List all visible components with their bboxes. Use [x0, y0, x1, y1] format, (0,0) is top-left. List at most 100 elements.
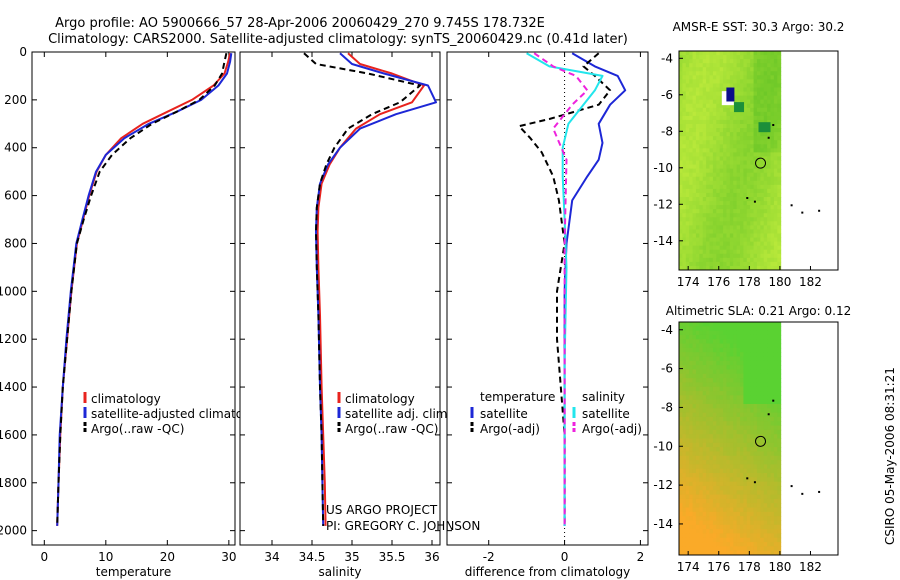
- sst-island-marker: [746, 197, 749, 199]
- sla-heatmap-cell: [743, 403, 748, 409]
- sst-heatmap-cell: [692, 156, 697, 161]
- sla-heatmap-cell: [733, 434, 738, 439]
- sst-heatmap-cell: [682, 160, 687, 166]
- sla-heatmap-cell: [723, 473, 727, 478]
- sst-heatmap-cell: [689, 95, 694, 101]
- sst-heatmap-cell: [756, 192, 761, 198]
- sst-heatmap-cell: [695, 168, 700, 174]
- sla-heatmap-cell: [679, 322, 683, 327]
- sst-heatmap-cell: [702, 205, 707, 210]
- sla-heatmap-cell: [689, 451, 694, 457]
- sla-heatmap-cell: [723, 365, 727, 370]
- sla-heatmap-cell: [709, 369, 714, 375]
- sla-heatmap-cell: [695, 473, 700, 478]
- sst-heatmap-cell: [756, 144, 761, 149]
- sla-heatmap-cell: [719, 360, 724, 366]
- sst-heatmap-cell: [685, 51, 690, 56]
- sst-heatmap-cell: [685, 217, 690, 222]
- sla-heatmap-cell: [756, 334, 761, 340]
- sst-heatmap-cell: [723, 209, 727, 214]
- sst-heatmap-cell: [679, 261, 683, 267]
- sla-heatmap-cell: [685, 382, 690, 388]
- sst-heatmap-cell: [679, 213, 683, 218]
- sst-heatmap-cell: [709, 241, 714, 247]
- sla-heatmap-cell: [750, 460, 755, 465]
- sla-heatmap-cell: [729, 520, 734, 526]
- sst-heatmap-cell: [733, 192, 738, 198]
- sla-heatmap-cell: [733, 455, 738, 461]
- sla-heatmap-cell: [756, 537, 761, 543]
- sst-heatmap-cell: [682, 95, 687, 101]
- sla-heatmap-cell: [767, 356, 771, 362]
- sst-heatmap-cell: [682, 188, 687, 194]
- sst-heatmap-cell: [699, 79, 704, 84]
- sst-heatmap-cell: [692, 261, 697, 267]
- sla-heatmap-cell: [740, 339, 744, 345]
- sst-heatmap-cell: [726, 63, 731, 68]
- salinity-xlabel: salinity: [318, 565, 361, 579]
- sst-heatmap-cell: [736, 160, 741, 166]
- sla-heatmap-cell: [723, 360, 727, 366]
- sla-heatmap-cell: [777, 360, 782, 366]
- sst-heatmap-cell: [777, 83, 782, 88]
- sla-heatmap-cell: [746, 416, 751, 422]
- sla-heatmap-cell: [767, 434, 771, 439]
- sla-heatmap-cell: [695, 399, 700, 405]
- sst-heatmap-cell: [706, 91, 710, 97]
- sla-heatmap-cell: [750, 343, 755, 349]
- sla-heatmap-cell: [763, 421, 768, 427]
- sla-heatmap-cell: [746, 533, 751, 539]
- sla-heatmap-cell: [736, 356, 741, 362]
- sst-heatmap-cell: [689, 253, 694, 259]
- sst-heatmap-cell: [777, 51, 782, 56]
- sst-heatmap-cell: [685, 79, 690, 84]
- sla-heatmap-cell: [729, 442, 734, 448]
- sla-heatmap-cell: [729, 382, 734, 388]
- sst-heatmap-cell: [750, 176, 755, 182]
- sst-heatmap-cell: [777, 229, 782, 234]
- sst-heatmap-cell: [682, 197, 687, 202]
- sla-heatmap-cell: [709, 503, 714, 509]
- sla-heatmap-cell: [743, 378, 748, 383]
- sst-heatmap-cell: [702, 257, 707, 263]
- difference-legend-label: satellite: [480, 407, 528, 421]
- sst-heatmap-cell: [750, 103, 755, 109]
- sla-heatmap-cell: [773, 378, 778, 383]
- sla-heatmap-cell: [702, 322, 707, 327]
- sst-heatmap-cell: [760, 209, 765, 214]
- sla-heatmap-cell: [706, 339, 710, 345]
- sla-heatmap-cell: [679, 395, 683, 401]
- sla-heatmap-cell: [689, 429, 694, 435]
- sst-heatmap-cell: [760, 59, 765, 64]
- sst-heatmap-cell: [712, 245, 717, 251]
- sla-heatmap-cell: [760, 395, 765, 401]
- sst-heatmap-cell: [740, 156, 744, 161]
- sla-heatmap-cell: [716, 516, 721, 521]
- sla-heatmap-cell: [777, 391, 782, 396]
- sst-heatmap-cell: [709, 79, 714, 84]
- sst-heatmap-cell: [679, 237, 683, 243]
- sla-heatmap-cell: [685, 347, 690, 353]
- sla-heatmap-cell: [743, 416, 748, 422]
- sla-heatmap-cell: [753, 347, 758, 353]
- sst-heatmap-cell: [753, 75, 758, 80]
- sla-heatmap-cell: [679, 343, 683, 349]
- sst-heatmap-cell: [723, 83, 727, 88]
- sla-heatmap-cell: [746, 520, 751, 526]
- sla-heatmap-cell: [777, 382, 782, 388]
- sst-heatmap-cell: [733, 168, 738, 174]
- sla-heatmap-cell: [777, 520, 782, 526]
- sst-heatmap-cell: [773, 197, 778, 202]
- sla-heatmap-cell: [689, 421, 694, 427]
- sla-heatmap-cell: [777, 369, 782, 375]
- sla-heatmap-cell: [695, 447, 700, 452]
- sla-heatmap-cell: [753, 473, 758, 478]
- sst-heatmap-cell: [746, 233, 751, 239]
- sla-heatmap-cell: [689, 326, 694, 332]
- sla-heatmap-cell: [716, 546, 721, 552]
- sla-heatmap-cell: [773, 373, 778, 379]
- sst-heatmap-cell: [753, 184, 758, 190]
- sst-heatmap-cell: [682, 237, 687, 243]
- sst-heatmap-cell: [702, 265, 707, 271]
- sst-heatmap-cell: [743, 265, 748, 271]
